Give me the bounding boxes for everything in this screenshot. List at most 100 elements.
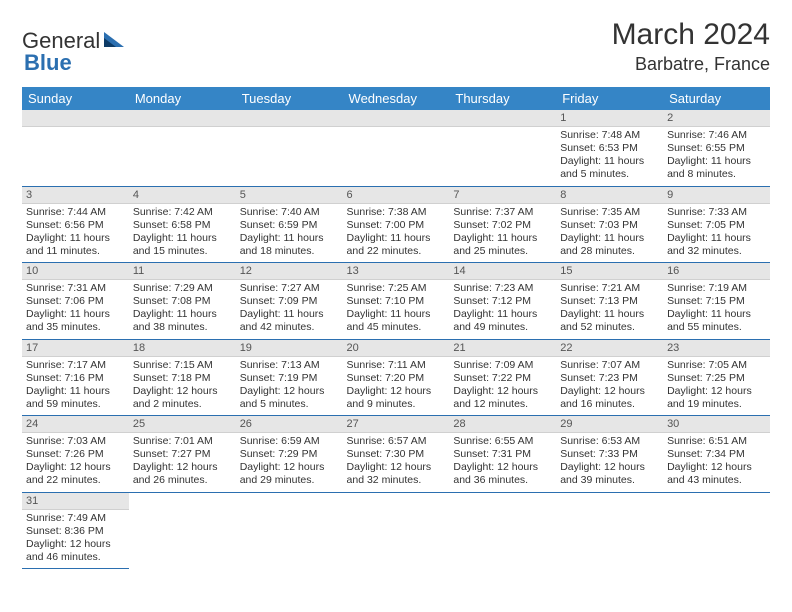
calendar-cell: 11Sunrise: 7:29 AMSunset: 7:08 PMDayligh…	[129, 263, 236, 340]
calendar-cell: 21Sunrise: 7:09 AMSunset: 7:22 PMDayligh…	[449, 339, 556, 416]
calendar-cell: 15 Sunrise: 7:21 AMSunset: 7:13 PMDayligh…	[556, 263, 663, 340]
calendar-cell	[449, 492, 556, 569]
daylight-text: Daylight: 11 hours and 15 minutes.	[133, 232, 232, 258]
calendar-week-row: 10Sunrise: 7:31 AMSunset: 7:06 PMDayligh…	[22, 263, 770, 340]
calendar-cell: 30Sunrise: 6:51 AMSunset: 7:34 PMDayligh…	[663, 416, 770, 493]
day-details: Sunrise: 6:59 AMSunset: 7:29 PMDaylight:…	[236, 433, 343, 492]
sunset-text: Sunset: 6:53 PM	[560, 142, 659, 155]
day-details: Sunrise: 7:05 AMSunset: 7:25 PMDaylight:…	[663, 357, 770, 416]
daylight-text: Daylight: 11 hours and 52 minutes.	[560, 308, 659, 334]
sunrise-text: Sunrise: 7:01 AM	[133, 435, 232, 448]
sunrise-text: Sunrise: 7:25 AM	[347, 282, 446, 295]
daylight-text: Daylight: 11 hours and 5 minutes.	[560, 155, 659, 181]
sunset-text: Sunset: 7:02 PM	[453, 219, 552, 232]
day-details: Sunrise: 6:57 AMSunset: 7:30 PMDaylight:…	[343, 433, 450, 492]
sunrise-text: Sunrise: 7:40 AM	[240, 206, 339, 219]
calendar-week-row: 17Sunrise: 7:17 AMSunset: 7:16 PMDayligh…	[22, 339, 770, 416]
day-number: 15	[556, 263, 663, 280]
calendar-week-row: 31Sunrise: 7:49 AMSunset: 8:36 PMDayligh…	[22, 492, 770, 569]
sunset-text: Sunset: 6:58 PM	[133, 219, 232, 232]
day-details: Sunrise: 7:48 AMSunset: 6:53 PMDaylight:…	[556, 127, 663, 186]
sunrise-text: Sunrise: 7:35 AM	[560, 206, 659, 219]
day-details: Sunrise: 6:51 AMSunset: 7:34 PMDaylight:…	[663, 433, 770, 492]
daylight-text: Daylight: 12 hours and 36 minutes.	[453, 461, 552, 487]
logo-text-part2: Blue	[24, 50, 72, 76]
sunrise-text: Sunrise: 7:07 AM	[560, 359, 659, 372]
day-details: Sunrise: 7:33 AMSunset: 7:05 PMDaylight:…	[663, 204, 770, 263]
sunrise-text: Sunrise: 7:48 AM	[560, 129, 659, 142]
calendar-cell: 19Sunrise: 7:13 AMSunset: 7:19 PMDayligh…	[236, 339, 343, 416]
sunset-text: Sunset: 7:26 PM	[26, 448, 125, 461]
sunset-text: Sunset: 6:56 PM	[26, 219, 125, 232]
day-details: Sunrise: 7:49 AMSunset: 8:36 PMDaylight:…	[22, 510, 129, 569]
sunrise-text: Sunrise: 6:59 AM	[240, 435, 339, 448]
calendar-cell	[129, 492, 236, 569]
calendar-cell	[343, 110, 450, 186]
sunrise-text: Sunrise: 7:15 AM	[133, 359, 232, 372]
sunset-text: Sunset: 7:05 PM	[667, 219, 766, 232]
day-number: 24	[22, 416, 129, 433]
calendar-cell	[343, 492, 450, 569]
day-details: Sunrise: 7:25 AMSunset: 7:10 PMDaylight:…	[343, 280, 450, 339]
day-details: Sunrise: 7:38 AMSunset: 7:00 PMDaylight:…	[343, 204, 450, 263]
day-number: 4	[129, 187, 236, 204]
sunset-text: Sunset: 7:31 PM	[453, 448, 552, 461]
weekday-header: Friday	[556, 87, 663, 110]
sunset-text: Sunset: 7:13 PM	[560, 295, 659, 308]
weekday-header: Thursday	[449, 87, 556, 110]
sunrise-text: Sunrise: 7:21 AM	[560, 282, 659, 295]
calendar-cell: 24Sunrise: 7:03 AMSunset: 7:26 PMDayligh…	[22, 416, 129, 493]
calendar-cell: 31Sunrise: 7:49 AMSunset: 8:36 PMDayligh…	[22, 492, 129, 569]
day-number: 14	[449, 263, 556, 280]
sunset-text: Sunset: 7:29 PM	[240, 448, 339, 461]
logo: General	[22, 18, 130, 54]
sunrise-text: Sunrise: 7:03 AM	[26, 435, 125, 448]
calendar-cell: 13Sunrise: 7:25 AMSunset: 7:10 PMDayligh…	[343, 263, 450, 340]
flag-icon	[104, 30, 126, 53]
daylight-text: Daylight: 11 hours and 55 minutes.	[667, 308, 766, 334]
sunrise-text: Sunrise: 7:05 AM	[667, 359, 766, 372]
sunset-text: Sunset: 7:25 PM	[667, 372, 766, 385]
day-number: 6	[343, 187, 450, 204]
empty-day-head	[129, 110, 236, 127]
day-number: 17	[22, 340, 129, 357]
sunset-text: Sunset: 7:06 PM	[26, 295, 125, 308]
daylight-text: Daylight: 12 hours and 29 minutes.	[240, 461, 339, 487]
day-number: 11	[129, 263, 236, 280]
empty-day-head	[449, 110, 556, 127]
day-details: Sunrise: 7:29 AMSunset: 7:08 PMDaylight:…	[129, 280, 236, 339]
sunrise-text: Sunrise: 7:27 AM	[240, 282, 339, 295]
calendar-cell	[449, 110, 556, 186]
day-number: 26	[236, 416, 343, 433]
weekday-header: Wednesday	[343, 87, 450, 110]
weekday-header: Saturday	[663, 87, 770, 110]
sunrise-text: Sunrise: 7:19 AM	[667, 282, 766, 295]
daylight-text: Daylight: 12 hours and 5 minutes.	[240, 385, 339, 411]
day-number: 12	[236, 263, 343, 280]
day-details: Sunrise: 7:23 AMSunset: 7:12 PMDaylight:…	[449, 280, 556, 339]
sunrise-text: Sunrise: 6:51 AM	[667, 435, 766, 448]
calendar-cell: 16Sunrise: 7:19 AMSunset: 7:15 PMDayligh…	[663, 263, 770, 340]
daylight-text: Daylight: 11 hours and 32 minutes.	[667, 232, 766, 258]
calendar-cell: 17Sunrise: 7:17 AMSunset: 7:16 PMDayligh…	[22, 339, 129, 416]
day-details: Sunrise: 7:03 AMSunset: 7:26 PMDaylight:…	[22, 433, 129, 492]
weekday-header: Tuesday	[236, 87, 343, 110]
month-title: March 2024	[612, 18, 770, 52]
calendar-cell: 18Sunrise: 7:15 AMSunset: 7:18 PMDayligh…	[129, 339, 236, 416]
calendar-cell: 25Sunrise: 7:01 AMSunset: 7:27 PMDayligh…	[129, 416, 236, 493]
sunset-text: Sunset: 7:33 PM	[560, 448, 659, 461]
day-details: Sunrise: 7:27 AMSunset: 7:09 PMDaylight:…	[236, 280, 343, 339]
calendar-cell: 5Sunrise: 7:40 AMSunset: 6:59 PMDaylight…	[236, 186, 343, 263]
sunset-text: Sunset: 8:36 PM	[26, 525, 125, 538]
calendar-cell: 2Sunrise: 7:46 AMSunset: 6:55 PMDaylight…	[663, 110, 770, 186]
daylight-text: Daylight: 11 hours and 22 minutes.	[347, 232, 446, 258]
daylight-text: Daylight: 12 hours and 39 minutes.	[560, 461, 659, 487]
day-number: 9	[663, 187, 770, 204]
calendar-cell: 23Sunrise: 7:05 AMSunset: 7:25 PMDayligh…	[663, 339, 770, 416]
day-number: 29	[556, 416, 663, 433]
day-number: 16	[663, 263, 770, 280]
sunrise-text: Sunrise: 7:09 AM	[453, 359, 552, 372]
day-number: 28	[449, 416, 556, 433]
sunset-text: Sunset: 7:22 PM	[453, 372, 552, 385]
sunset-text: Sunset: 7:23 PM	[560, 372, 659, 385]
